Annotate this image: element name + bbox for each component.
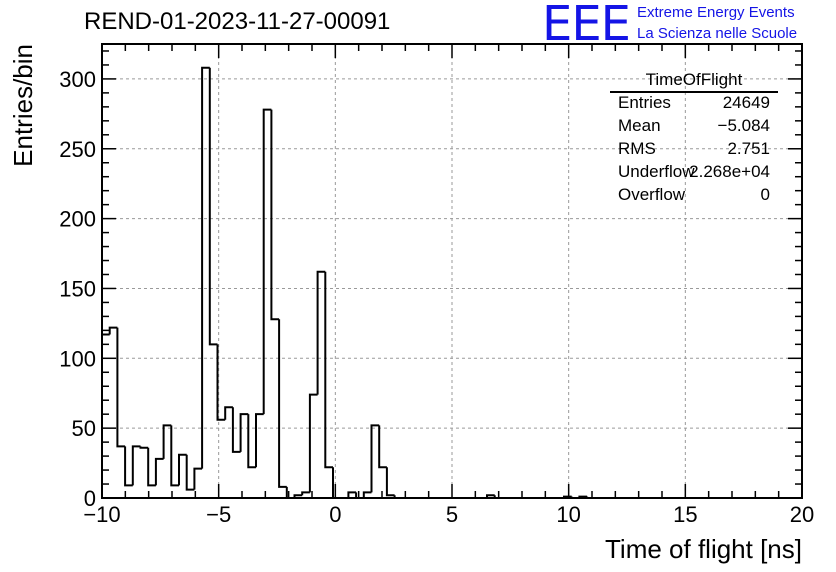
histogram-bin bbox=[239, 413, 249, 452]
histogram-bin bbox=[147, 447, 156, 487]
stats-row-entries: Entries 24649 bbox=[618, 93, 770, 115]
y-axis-title: Entries/bin bbox=[8, 44, 38, 167]
stats-box: TimeOfFlight Entries 24649 Mean −5.084 R… bbox=[610, 70, 778, 210]
axis-ticks bbox=[101, 44, 803, 499]
stats-key: Mean bbox=[618, 116, 661, 135]
histogram-bin bbox=[201, 66, 210, 469]
histogram-bin bbox=[332, 467, 341, 499]
x-tick-label: −10 bbox=[83, 502, 120, 527]
y-tick-label: 50 bbox=[72, 416, 96, 441]
eee-logo: EEE bbox=[542, 0, 631, 52]
histogram-bin bbox=[301, 491, 310, 496]
histogram-bin bbox=[262, 108, 272, 415]
histogram-bin bbox=[178, 453, 187, 486]
stats-row-underflow: Underflow 2.268e+04 bbox=[618, 162, 770, 184]
x-tick-label: 0 bbox=[329, 502, 341, 527]
histogram-bin bbox=[108, 326, 118, 335]
stats-key: Underflow bbox=[618, 162, 695, 181]
histogram-bin bbox=[216, 344, 226, 421]
histogram-bin bbox=[185, 454, 195, 491]
y-tick-label: 200 bbox=[59, 207, 96, 232]
y-tick-label: 250 bbox=[59, 137, 96, 162]
histogram-bin bbox=[231, 407, 241, 453]
grid-lines bbox=[102, 44, 802, 498]
x-tick-label: −5 bbox=[206, 502, 231, 527]
y-tick-label: 300 bbox=[59, 67, 96, 92]
stats-value: 0 bbox=[760, 185, 770, 204]
stats-row-overflow: Overflow 0 bbox=[618, 185, 770, 207]
histogram-bin bbox=[170, 425, 179, 487]
histogram-bin bbox=[139, 446, 149, 449]
histogram-bin bbox=[208, 67, 218, 346]
stats-value: −5.084 bbox=[717, 116, 770, 135]
histogram-bin bbox=[316, 270, 326, 395]
stats-key: RMS bbox=[618, 139, 656, 158]
histogram-bin bbox=[101, 333, 110, 498]
histogram-bin bbox=[362, 491, 372, 498]
stats-key: Entries bbox=[618, 93, 671, 112]
logo-line-2: La Scienza nelle Scuole bbox=[637, 25, 798, 42]
stats-title: TimeOfFlight bbox=[645, 70, 743, 89]
stats-value: 2.268e+04 bbox=[689, 162, 770, 181]
histogram-bin bbox=[224, 406, 233, 420]
histogram-bin bbox=[270, 109, 280, 321]
x-tick-label: 20 bbox=[790, 502, 814, 527]
x-tick-label: 15 bbox=[673, 502, 697, 527]
histogram-bin bbox=[347, 491, 357, 498]
y-tick-label: 0 bbox=[84, 486, 96, 511]
y-tick-label: 150 bbox=[59, 276, 96, 301]
x-tick-label: 5 bbox=[446, 502, 458, 527]
stats-row-rms: RMS 2.751 bbox=[618, 139, 770, 161]
histogram-bin bbox=[255, 413, 264, 468]
stats-row-mean: Mean −5.084 bbox=[618, 116, 770, 138]
histogram-bin bbox=[378, 425, 387, 469]
stats-value: 2.751 bbox=[727, 139, 770, 158]
stats-value: 24649 bbox=[722, 93, 770, 112]
run-title: REND-01-2023-11-27-00091 bbox=[84, 8, 391, 35]
histogram-bin bbox=[385, 467, 395, 497]
histogram-bin bbox=[247, 414, 256, 469]
histogram-bin bbox=[278, 319, 287, 488]
histogram-bin bbox=[193, 467, 203, 490]
histogram-bin bbox=[162, 424, 172, 459]
histogram-bin bbox=[308, 393, 318, 493]
x-tick-label: 10 bbox=[556, 502, 580, 527]
logo-line-1: Extreme Energy Events bbox=[637, 4, 795, 21]
histogram-bars bbox=[101, 66, 589, 499]
histogram-bin bbox=[116, 327, 126, 448]
histogram-bin bbox=[131, 445, 141, 486]
histogram-bin bbox=[324, 271, 333, 469]
histogram-bin bbox=[124, 446, 133, 487]
histogram-bin bbox=[154, 457, 164, 486]
histogram-bin bbox=[370, 424, 380, 493]
stats-divider bbox=[610, 91, 778, 93]
y-tick-label: 100 bbox=[59, 346, 96, 371]
x-axis-title: Time of flight [ns] bbox=[605, 534, 802, 564]
stats-key: Overflow bbox=[618, 185, 686, 204]
